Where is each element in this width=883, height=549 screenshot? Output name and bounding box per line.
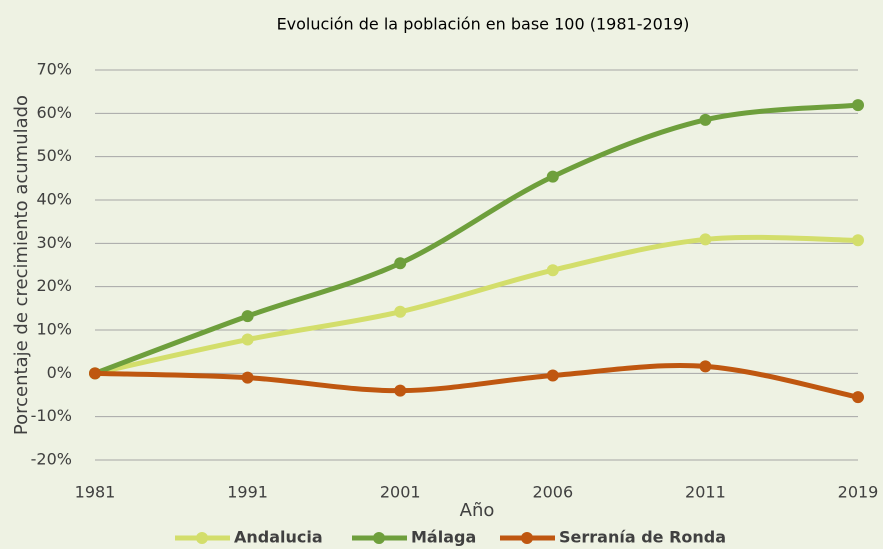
legend-marker [373, 532, 385, 544]
point [699, 360, 712, 373]
legend-marker [521, 532, 533, 544]
point [699, 113, 712, 126]
x-tick-label: 2019 [838, 483, 879, 502]
legend-item: Málaga [352, 528, 476, 547]
series-line [92, 363, 861, 400]
series-line [92, 102, 861, 376]
point [89, 367, 101, 380]
y-tick-label: 50% [36, 146, 72, 165]
point [546, 264, 559, 277]
x-tick-label: 1981 [75, 483, 116, 502]
legend-item: Andalucia [175, 528, 323, 547]
y-tick-label: 30% [36, 233, 72, 252]
y-axis-label: Porcentaje de crecimiento acumulado [11, 95, 32, 435]
y-tick-label: 20% [36, 276, 72, 295]
legend-label: Andalucia [234, 528, 323, 547]
point [394, 384, 407, 397]
point [546, 170, 559, 183]
legend-item: Serranía de Ronda [500, 528, 726, 547]
legend-marker [196, 532, 208, 544]
y-tick-label: -20% [31, 450, 72, 469]
point [394, 305, 407, 318]
point [852, 234, 864, 247]
y-tick-label: 0% [47, 363, 72, 382]
point [852, 391, 864, 404]
y-tick-label: 40% [36, 190, 72, 209]
point [394, 257, 407, 270]
x-tick-label: 2011 [685, 483, 726, 502]
x-tick-label: 2001 [380, 483, 421, 502]
point [546, 369, 559, 382]
x-tick-label: 1991 [227, 483, 268, 502]
point [852, 99, 864, 112]
point [699, 233, 712, 246]
y-tick-label: 10% [36, 320, 72, 339]
y-tick-label: -10% [31, 406, 72, 425]
legend-label: Málaga [411, 528, 476, 547]
chart-title: Evolución de la población en base 100 (1… [277, 15, 690, 34]
x-tick-label: 2006 [532, 483, 573, 502]
point [241, 310, 254, 323]
legend-label: Serranía de Ronda [559, 528, 726, 547]
x-axis-label: Año [460, 500, 495, 521]
series-line [92, 234, 861, 376]
point [241, 371, 254, 384]
y-tick-label: 60% [36, 103, 72, 122]
point [241, 333, 254, 346]
y-tick-label: 70% [36, 60, 72, 79]
